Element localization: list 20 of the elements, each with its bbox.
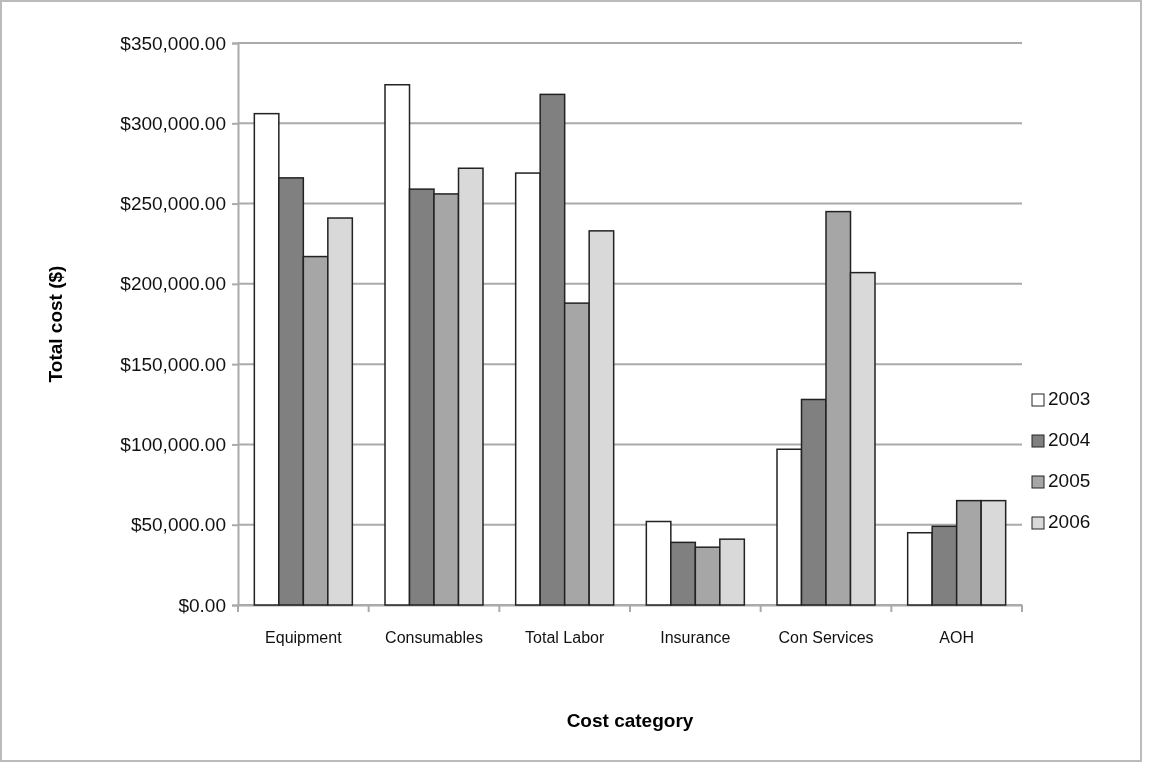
x-axis-title: Cost category [566, 710, 694, 731]
y-tick-label: $100,000.00 [120, 434, 226, 456]
legend-label: 2003 [1048, 388, 1091, 409]
y-tick-label: $150,000.00 [120, 353, 226, 375]
legend-label: 2006 [1048, 511, 1091, 532]
y-tick-label: $250,000.00 [120, 193, 226, 215]
legend-label: 2005 [1048, 470, 1091, 491]
x-tick-label: Con Services [778, 629, 874, 647]
y-axis-title: Total cost ($) [45, 265, 66, 383]
x-tick-label: Consumables [385, 629, 483, 647]
y-tick-label: $300,000.00 [120, 112, 226, 134]
x-tick-label: Equipment [265, 629, 343, 647]
x-tick-label: Total Labor [525, 629, 605, 647]
y-tick-label: $0.00 [178, 594, 226, 616]
y-tick-label: $350,000.00 [120, 32, 226, 54]
x-tick-label: Insurance [660, 629, 731, 647]
y-tick-label: $50,000.00 [130, 514, 226, 536]
legend-label: 2004 [1048, 429, 1091, 450]
y-tick-label: $200,000.00 [120, 273, 226, 295]
x-tick-label: AOH [939, 629, 974, 647]
